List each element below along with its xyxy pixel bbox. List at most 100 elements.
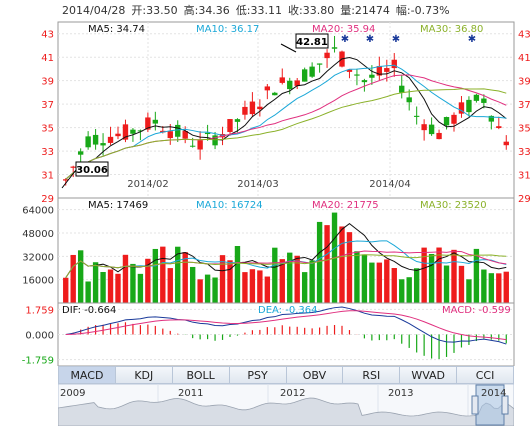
volume-bar: [301, 272, 308, 303]
price-candles: [63, 35, 509, 186]
tab-rsi[interactable]: RSI: [343, 366, 401, 384]
volume-bar: [399, 279, 405, 303]
candle-body: [413, 115, 420, 117]
price-tick-right: 31: [518, 171, 531, 182]
candle-body: [391, 59, 397, 69]
vol-ma10-label: MA10: 16724: [196, 200, 263, 211]
candle-body: [488, 115, 495, 122]
indicator-tabs: MACD KDJ BOLL PSY OBV RSI WVAD CCI: [58, 366, 514, 384]
volume-bar: [481, 269, 487, 303]
tab-psy[interactable]: PSY: [229, 366, 287, 384]
candle-body: [376, 66, 383, 76]
candle-body: [107, 136, 114, 143]
quote-high: 高:34.36: [183, 4, 230, 17]
volume-bar: [496, 273, 502, 303]
volume-bar: [145, 258, 151, 303]
volume-bar: [369, 262, 375, 303]
volume-bar: [85, 281, 91, 303]
candle-body: [167, 131, 173, 139]
candle-body: [137, 130, 144, 132]
price-tick-left: 31: [41, 171, 54, 182]
quote-date: 2014/04/28: [62, 4, 126, 17]
volume-bar: [384, 259, 390, 303]
volume-panel: 64000 48000 32000 16000 MA5: 17469 MA10: 16…: [22, 197, 515, 304]
quote-low: 低:33.11: [235, 4, 283, 17]
event-star-icon: ✱: [392, 34, 400, 45]
candle-body: [85, 136, 91, 148]
volume-axis: 64000 48000 32000 16000: [22, 206, 54, 287]
macd-tick: 1.759: [25, 305, 54, 316]
volume-bar: [376, 262, 383, 303]
tab-obv[interactable]: OBV: [286, 366, 344, 384]
candle-body: [152, 119, 159, 124]
candle-body: [443, 117, 450, 126]
volume-bar: [264, 276, 271, 303]
candle-body: [346, 69, 353, 72]
year-2012: 2012: [280, 388, 305, 399]
tab-cci[interactable]: CCI: [457, 366, 514, 384]
tab-boll[interactable]: BOLL: [172, 366, 230, 384]
volume-bar: [167, 268, 173, 303]
volume-tick: 64000: [22, 206, 54, 217]
price-moving-averages: [65, 56, 507, 180]
high-marker: 42.81: [280, 33, 329, 53]
price-tick-right: 41: [518, 53, 531, 64]
price-grid: [58, 22, 514, 199]
candle-body: [182, 131, 188, 139]
quote-close: 收:33.80: [288, 4, 335, 17]
macd-grid: [58, 308, 514, 361]
candle-body: [272, 92, 278, 96]
candle-body: [77, 151, 84, 155]
volume-moving-averages: [65, 223, 507, 279]
volume-bar: [70, 254, 76, 303]
volume-bar: [316, 221, 323, 303]
candle-body: [197, 140, 203, 150]
dea-line: [65, 310, 507, 341]
x-tick-mar: 2014/03: [237, 179, 279, 190]
candle-body: [92, 134, 99, 145]
tab-kdj[interactable]: KDJ: [115, 366, 173, 384]
tab-wvad[interactable]: WVAD: [400, 366, 458, 384]
candle-body: [316, 63, 323, 65]
macd-label: MACD: -0.599: [442, 305, 511, 316]
price-left-axis: 43 41 39 37 35 33 31 29: [41, 30, 54, 205]
candle-body: [204, 132, 211, 135]
range-selection[interactable]: [475, 384, 505, 426]
range-overview[interactable]: 2009 2011 2012 2013 2014: [58, 384, 514, 426]
candle-body: [100, 143, 106, 146]
candle-body: [436, 132, 442, 140]
price-tick-left: 43: [41, 30, 54, 41]
candle-body: [145, 117, 151, 130]
volume-bar: [234, 246, 241, 303]
range-handle-left[interactable]: [471, 395, 479, 415]
tab-macd[interactable]: MACD: [58, 366, 116, 384]
candle-body: [384, 68, 390, 72]
macd-axis: 1.759 0.000 -1.759: [22, 305, 54, 366]
volume-bar: [391, 268, 397, 303]
volume-bar: [361, 254, 368, 303]
volume-bar: [92, 262, 99, 303]
volume-bar: [346, 232, 353, 303]
candle-body: [287, 80, 293, 90]
macd-panel: 1.759 0.000 -1.759 DIF: -0.664 DEA: -0.364…: [22, 302, 515, 366]
volume-bar: [458, 265, 465, 303]
dif-line: [65, 306, 507, 345]
range-handle-right[interactable]: [501, 395, 509, 415]
ma5-line: [65, 56, 507, 180]
ma20-label: MA20: 35.94: [312, 24, 375, 35]
price-tick-left: 41: [41, 53, 54, 64]
candle-body: [264, 86, 271, 91]
candle-body: [279, 77, 285, 83]
candle-body: [309, 66, 315, 77]
quote-volume: 量:21474: [340, 4, 390, 17]
dea-label: DEA: -0.364: [258, 305, 317, 316]
event-star-icon: ✱: [341, 34, 349, 45]
volume-bar: [152, 248, 159, 303]
volume-bar: [189, 266, 196, 303]
volume-bar: [309, 260, 315, 303]
volume-bar: [107, 269, 114, 303]
volume-bar: [137, 273, 144, 303]
ma30-line: [65, 88, 507, 180]
